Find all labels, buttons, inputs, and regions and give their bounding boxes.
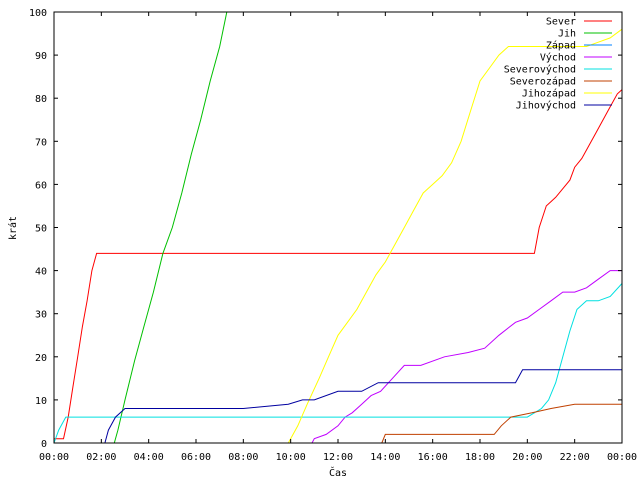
y-tick-label: 20	[35, 353, 47, 364]
x-tick-label: 16:00	[418, 452, 448, 463]
legend-label: Jih	[558, 29, 576, 40]
y-tick-label: 60	[35, 180, 47, 191]
x-tick-label: 02:00	[86, 452, 116, 463]
x-tick-label: 06:00	[181, 452, 211, 463]
x-tick-label: 08:00	[228, 452, 258, 463]
series-line-východ	[311, 270, 622, 444]
series-line-sever	[54, 89, 623, 440]
x-tick-label: 18:00	[465, 452, 495, 463]
series-line-severozápad	[381, 403, 622, 444]
axes-layer: 00:00 02:00 04:00 06:00 08:00 10:00 12:00 14:00…	[29, 8, 637, 463]
x-tick-label: 22:00	[560, 452, 590, 463]
y-tick-label: 10	[35, 396, 47, 407]
legend-label: Severovýchod	[504, 64, 576, 76]
x-tick-label: 04:00	[134, 452, 164, 463]
series-layer	[53, 11, 623, 444]
series-line-jihozápad	[287, 28, 623, 444]
x-tick-label: 00:00	[607, 452, 637, 463]
series-line-jih	[113, 11, 228, 444]
series-line-jihovýchod	[104, 369, 622, 444]
y-tick-label: 30	[35, 310, 47, 321]
x-tick-label: 14:00	[370, 452, 400, 463]
y-tick-label: 70	[35, 137, 47, 148]
x-tick-label: 00:00	[39, 452, 69, 463]
x-axis-label: Čas	[329, 466, 347, 479]
x-tick-label: 20:00	[512, 452, 542, 463]
legend-label: Jihovýchod	[516, 100, 576, 112]
y-tick-label: 0	[41, 439, 47, 450]
y-tick-label: 100	[29, 8, 47, 19]
legend-label: Západ	[546, 40, 576, 52]
y-tick-label: 40	[35, 267, 47, 278]
y-axis-label: krát	[7, 216, 19, 240]
x-tick-label: 10:00	[276, 452, 306, 463]
y-tick-label: 50	[35, 224, 47, 235]
legend-label: Sever	[546, 17, 576, 28]
legend-label: Východ	[540, 52, 576, 64]
legend-label: Jihozápad	[522, 88, 576, 100]
y-tick-label: 90	[35, 51, 47, 62]
series-line-severovýchod	[53, 283, 623, 444]
x-tick-label: 12:00	[323, 452, 353, 463]
legend-label: Severozápad	[510, 76, 576, 88]
y-tick-label: 80	[35, 94, 47, 105]
legend: SeverJihZápadVýchodSeverovýchodSeverozáp…	[504, 17, 612, 112]
